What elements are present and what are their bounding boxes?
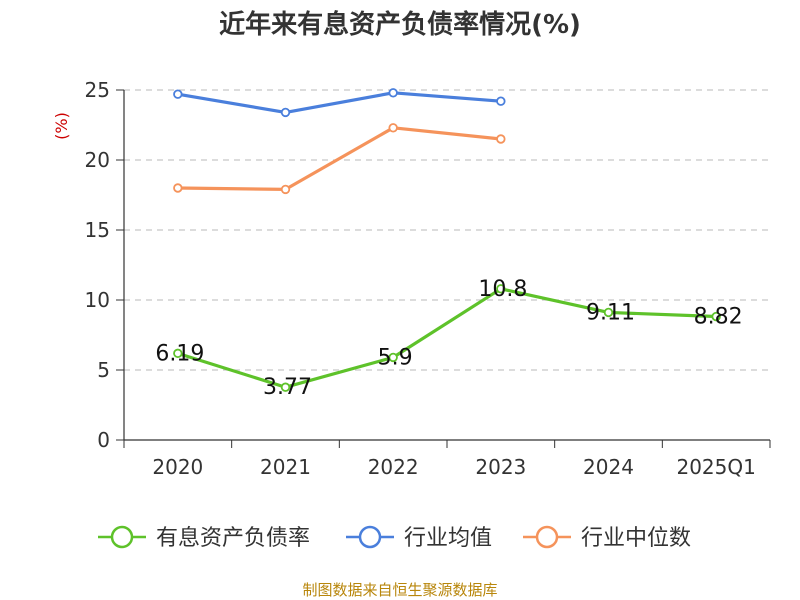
series-line	[177, 91, 501, 115]
legend-label: 行业均值	[404, 526, 492, 551]
y-tick-label: 25	[85, 78, 110, 102]
data-label: 6.19	[155, 341, 204, 366]
legend-marker	[110, 525, 134, 549]
x-tick-label: 2020	[152, 455, 203, 479]
data-point	[173, 348, 183, 359]
data-label: 5.9	[378, 345, 413, 370]
data-point	[496, 284, 506, 294]
data-point	[711, 311, 721, 322]
data-point	[388, 352, 398, 363]
legend-label: 有息资产负债率	[156, 526, 310, 551]
source-note: 制图数据来自恒生聚源数据库	[302, 581, 497, 599]
series-line	[177, 126, 501, 191]
legend-marker	[358, 525, 382, 549]
data-point	[173, 183, 183, 193]
data-labels: 6.19 3.77 5.9 10.8 9.11 8.82	[155, 277, 742, 400]
x-tick-label: 2022	[368, 455, 419, 479]
x-tick-label: 2021	[260, 455, 311, 479]
legend-marker	[535, 525, 559, 549]
chart-title: 近年来有息资产负债率情况(%)	[219, 9, 581, 40]
data-point	[388, 88, 398, 98]
data-point	[496, 96, 506, 106]
y-tick-label: 5	[97, 358, 110, 382]
y-axis-label: (%)	[52, 112, 71, 140]
data-point	[280, 107, 291, 118]
y-tick-label: 0	[97, 428, 110, 452]
x-tick-label: 2025Q1	[676, 455, 755, 479]
x-tick-label: 2024	[583, 455, 634, 479]
data-label: 8.82	[694, 305, 743, 330]
legend-label: 行业中位数	[581, 526, 691, 551]
y-tick-label: 10	[85, 288, 110, 312]
data-label: 10.8	[478, 277, 527, 302]
y-tick-label: 15	[85, 218, 110, 242]
data-point	[173, 89, 183, 99]
data-label: 9.11	[586, 300, 635, 325]
x-tick-label: 2023	[475, 455, 526, 479]
data-label: 3.77	[263, 375, 312, 400]
data-point	[603, 307, 614, 318]
data-point	[280, 184, 291, 195]
data-point	[496, 134, 506, 144]
data-point	[280, 382, 291, 392]
gridlines	[124, 89, 770, 371]
y-tick-label: 20	[85, 148, 110, 172]
series-line	[177, 287, 717, 389]
legend: 有息资产负债率 行业均值 行业中位数	[98, 525, 691, 551]
data-point	[388, 123, 398, 133]
series-lines	[173, 88, 721, 392]
axes: 0 5 10 15 20 25 2020 2021 2022 2023 2024 2025Q1	[85, 78, 771, 479]
